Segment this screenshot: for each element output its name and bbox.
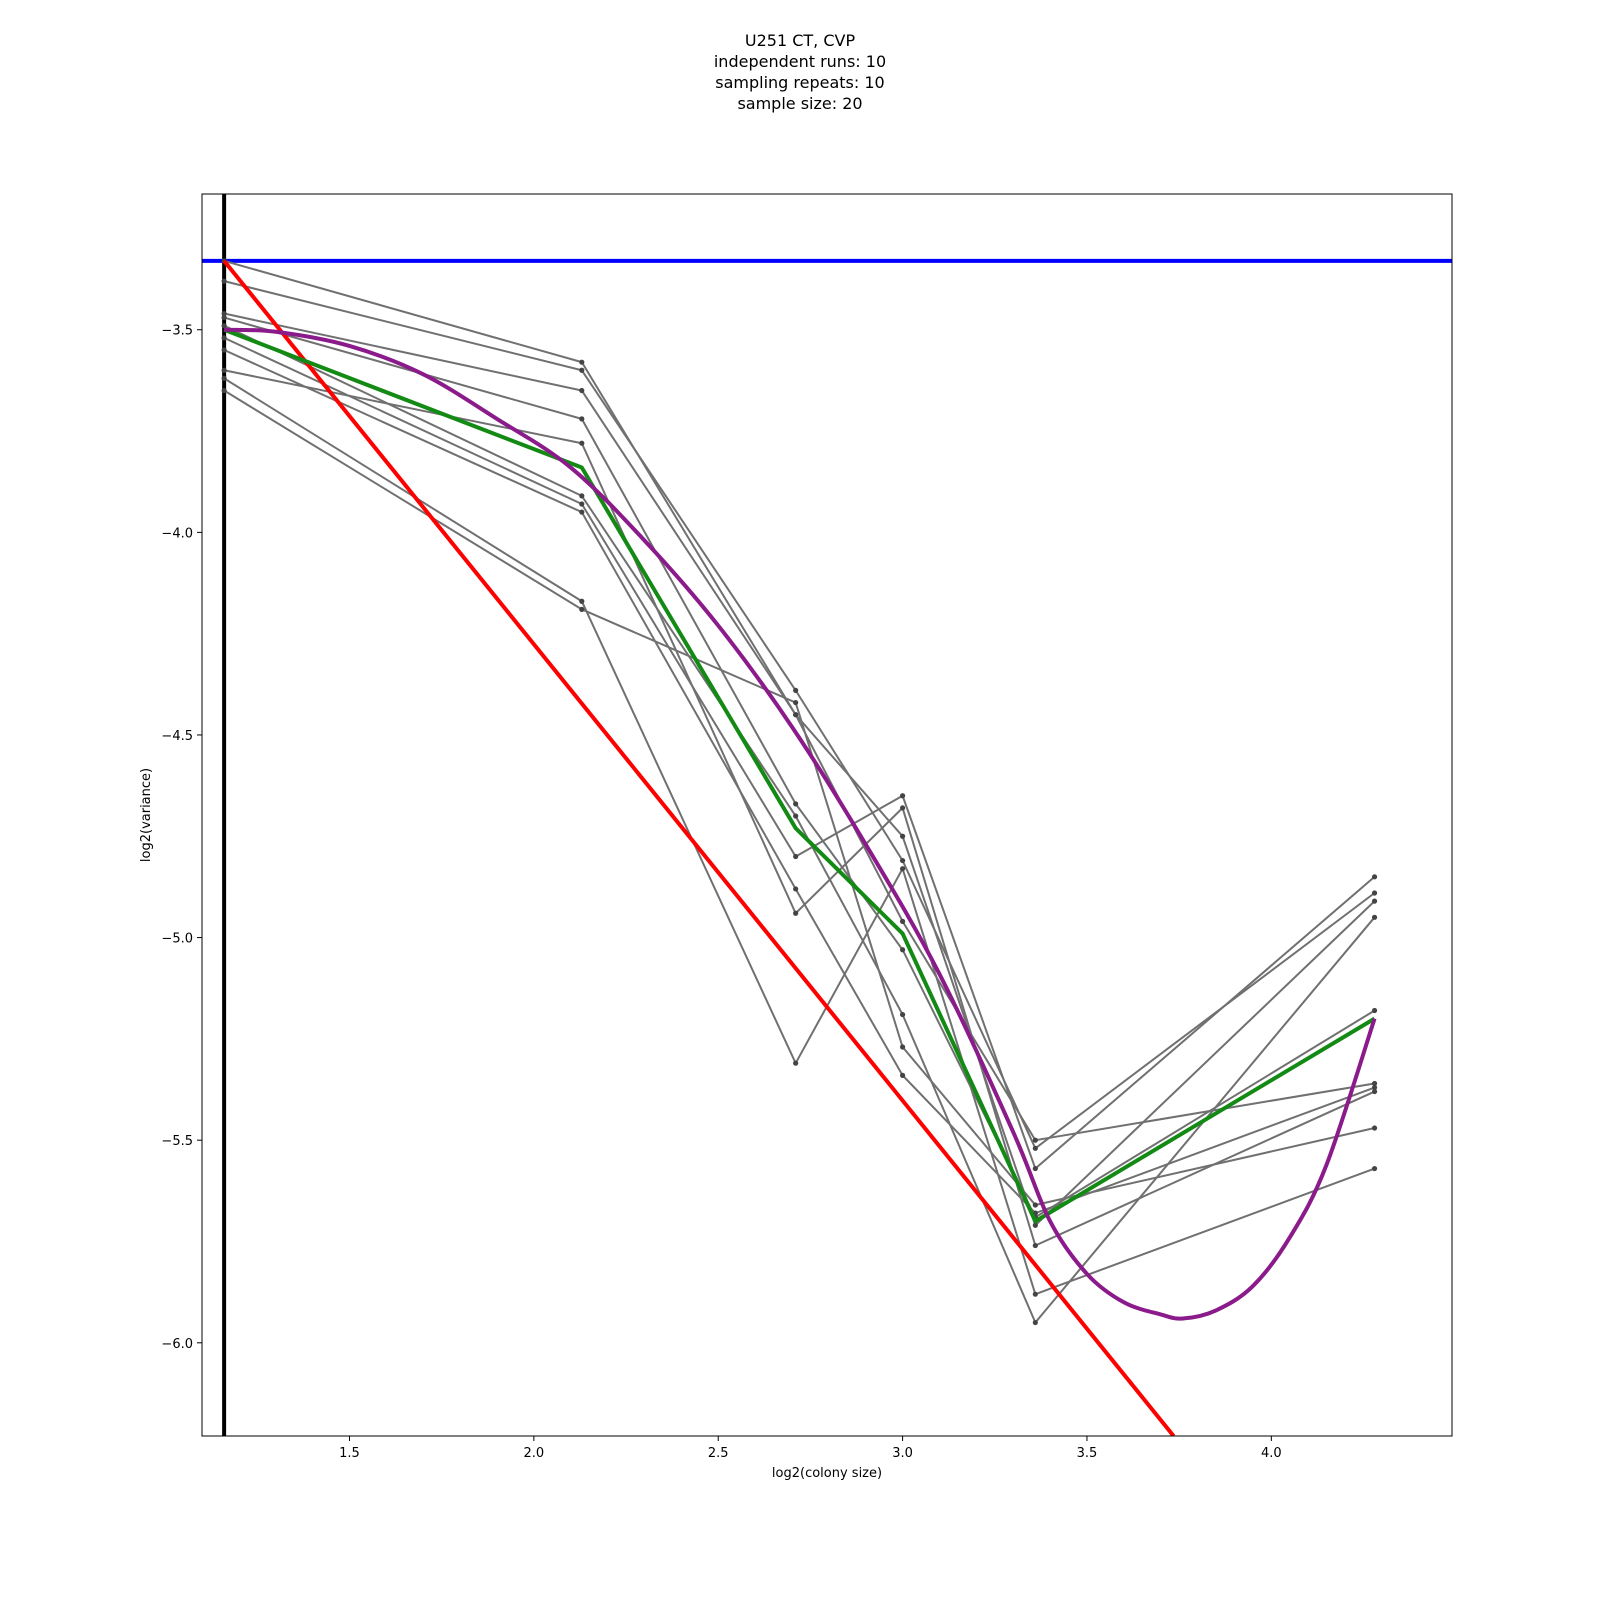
x-tick-label: 2.5 — [708, 1446, 729, 1461]
run-5-point-3 — [793, 813, 799, 819]
y-tick-label: −4.0 — [161, 526, 193, 541]
run-8-point-3 — [793, 910, 799, 916]
run-3-point-6 — [1371, 1080, 1378, 1087]
run-2-point-6 — [1371, 890, 1378, 896]
run-3-point-1 — [221, 310, 227, 317]
run-10-point-2 — [579, 606, 585, 612]
run-9-point-1 — [221, 375, 227, 381]
run-8-point-1 — [221, 367, 227, 373]
run-1-point-2 — [579, 359, 585, 365]
x-tick-label: 3.0 — [892, 1446, 913, 1461]
mean-line — [223, 327, 1376, 1224]
run-3-point-2 — [579, 387, 585, 394]
y-tick-label: −3.5 — [161, 324, 193, 339]
y-tick-label: −5.0 — [161, 932, 193, 947]
y-axis-label: log2(variance) — [139, 768, 154, 862]
run-7-point-4 — [899, 1072, 906, 1078]
run-7-point-1 — [221, 347, 227, 353]
run-6-point-1 — [221, 335, 227, 341]
title-line-1: U251 CT, CVP — [745, 31, 856, 50]
run-6-point-6 — [1371, 874, 1378, 880]
run-7-point-2 — [579, 509, 585, 515]
run-4-point-6 — [1371, 1007, 1378, 1014]
run-2-point-5 — [1032, 1145, 1038, 1151]
run-line-10 — [223, 389, 1375, 1207]
run-2-point-1 — [221, 278, 227, 284]
run-6-point-4 — [899, 793, 906, 799]
title-line-4: sample size: 20 — [737, 94, 862, 113]
run-8-point-4 — [899, 805, 906, 811]
run-6-point-5 — [1032, 1165, 1038, 1172]
run-3-point-5 — [1032, 1137, 1038, 1143]
run-8-point-2 — [579, 440, 585, 446]
run-2-point-4 — [899, 857, 906, 864]
run-line-4 — [223, 316, 1376, 1219]
run-10-point-1 — [221, 387, 227, 394]
y-axis: −3.5 −4.0 −4.5 −5.0 −5.5 −6.0 — [161, 324, 202, 1352]
chart-title: U251 CT, CVP independent runs: 10 sampli… — [714, 31, 886, 113]
run-9-point-2 — [579, 598, 585, 604]
x-tick-label: 2.0 — [524, 1446, 545, 1461]
run-5-point-5 — [1032, 1319, 1038, 1326]
run-8-point-6 — [1371, 1088, 1378, 1095]
run-line-8 — [223, 369, 1375, 1247]
y-tick-label: −5.5 — [161, 1134, 193, 1149]
run-4-point-2 — [579, 416, 585, 422]
run-2-point-3 — [793, 687, 799, 693]
run-8-point-5 — [1032, 1242, 1038, 1249]
run-10-point-4 — [899, 1044, 906, 1050]
y-tick-label: −4.5 — [161, 729, 193, 744]
run-3-point-4 — [899, 918, 906, 924]
run-6-point-2 — [579, 501, 585, 507]
plot-frame — [201, 193, 1453, 1437]
run-9-point-4 — [899, 866, 906, 872]
x-axis: 1.5 2.0 2.5 3.0 3.5 4.0 — [339, 1436, 1282, 1461]
title-line-3: sampling repeats: 10 — [715, 73, 884, 92]
title-line-2: independent runs: 10 — [714, 52, 886, 71]
run-2-point-2 — [579, 367, 585, 373]
run-10-point-6 — [1371, 1125, 1378, 1131]
run-1-point-4 — [899, 833, 906, 839]
run-5-point-4 — [899, 1011, 906, 1018]
run-4-point-3 — [793, 801, 799, 807]
x-tick-label: 3.5 — [1077, 1446, 1098, 1461]
run-10-point-3 — [793, 699, 799, 706]
run-5-point-1 — [221, 323, 227, 329]
run-5-point-6 — [1371, 914, 1378, 920]
run-3-point-3 — [793, 712, 799, 718]
run-9-point-6 — [1371, 1165, 1378, 1172]
run-4-point-4 — [899, 947, 906, 953]
plot-area — [202, 194, 1452, 1436]
run-line-3 — [223, 312, 1375, 1142]
x-tick-label: 4.0 — [1261, 1446, 1282, 1461]
x-tick-label: 1.5 — [339, 1446, 360, 1461]
run-6-point-3 — [793, 853, 799, 860]
fit-reference-line — [222, 259, 1176, 1436]
run-line-2 — [223, 280, 1376, 1150]
run-1-point-6 — [1371, 898, 1378, 904]
y-tick-label: −6.0 — [161, 1337, 193, 1352]
run-7-point-6 — [1371, 1084, 1378, 1091]
run-10-point-5 — [1032, 1202, 1038, 1208]
run-5-point-2 — [579, 493, 585, 499]
x-axis-label: log2(colony size) — [772, 1466, 882, 1481]
run-line-6 — [223, 336, 1376, 1171]
run-1-point-5 — [1032, 1222, 1038, 1228]
run-9-point-5 — [1032, 1291, 1038, 1297]
run-7-point-3 — [793, 886, 799, 892]
polynomial-fit-curve — [224, 327, 1377, 1321]
run-4-point-1 — [221, 314, 227, 321]
run-9-point-3 — [793, 1060, 799, 1066]
run-line-7 — [223, 349, 1375, 1215]
run-line-5 — [223, 324, 1376, 1325]
run-line-9 — [223, 377, 1375, 1296]
